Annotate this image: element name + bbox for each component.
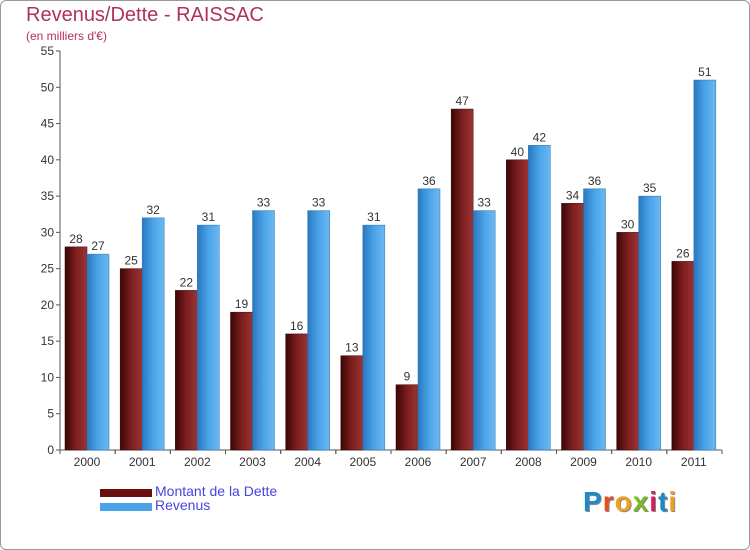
logo-letter: r	[602, 486, 615, 517]
data-label: 22	[180, 275, 194, 289]
data-label: 35	[643, 181, 657, 195]
bar-revenus	[362, 224, 386, 451]
data-label: 33	[477, 196, 491, 210]
data-label: 30	[621, 217, 635, 231]
data-label: 19	[235, 297, 249, 311]
x-tick-label: 2005	[349, 455, 376, 469]
x-tick-label: 2010	[625, 455, 652, 469]
data-label: 36	[588, 174, 602, 188]
data-label: 31	[367, 210, 381, 224]
data-label: 25	[124, 254, 138, 268]
bar-revenus	[307, 210, 330, 451]
bar-revenus	[528, 145, 551, 451]
logo-letter: i	[649, 486, 659, 517]
y-tick-label: 40	[41, 153, 55, 167]
data-label: 47	[455, 94, 469, 108]
x-tick-label: 2002	[184, 455, 211, 469]
bar-dette	[119, 268, 143, 451]
x-tick-label: 2007	[460, 455, 487, 469]
logo-letter: P	[583, 486, 603, 517]
y-tick-label: 5	[47, 407, 54, 421]
bar-dette	[561, 203, 584, 451]
bar-dette	[616, 232, 639, 451]
bar-revenus	[472, 210, 496, 451]
bar-dette	[450, 108, 474, 451]
legend-swatch-dette	[100, 489, 152, 497]
data-label: 27	[91, 239, 105, 253]
y-tick-label: 50	[41, 80, 55, 94]
x-tick-label: 2006	[405, 455, 432, 469]
data-label: 42	[533, 130, 547, 144]
data-label: 16	[290, 319, 304, 333]
y-tick-label: 10	[41, 370, 55, 384]
bar-revenus	[141, 217, 165, 451]
bar-revenus	[417, 188, 441, 451]
logo-letter: t	[658, 486, 669, 517]
logo-letter: o	[614, 486, 633, 517]
y-tick-label: 20	[41, 298, 55, 312]
bar-dette	[671, 261, 695, 451]
bar-dette	[230, 311, 253, 451]
data-label: 28	[69, 232, 83, 246]
y-tick-label: 35	[41, 189, 55, 203]
y-tick-label: 25	[41, 262, 55, 276]
x-tick-label: 2001	[129, 455, 156, 469]
data-label: 33	[257, 196, 271, 210]
legend-label-dette: Montant de la Dette	[155, 483, 278, 499]
x-tick-label: 2003	[239, 455, 266, 469]
y-tick-label: 55	[41, 44, 55, 58]
x-tick-label: 2011	[681, 455, 707, 469]
bar-dette	[64, 246, 88, 451]
bar-revenus	[583, 188, 606, 451]
y-tick-label: 45	[41, 117, 55, 131]
x-tick-label: 2000	[74, 455, 101, 469]
data-label: 31	[202, 210, 216, 224]
data-label: 51	[698, 65, 712, 79]
data-label: 34	[566, 188, 580, 202]
data-label: 9	[404, 370, 411, 384]
bar-revenus	[693, 79, 717, 451]
bar-revenus	[197, 224, 220, 451]
chart-title: Revenus/Dette - RAISSAC	[26, 4, 264, 26]
legend-label-revenus: Revenus	[155, 497, 211, 513]
bar-revenus	[638, 195, 661, 451]
data-label: 36	[422, 174, 436, 188]
data-label: 40	[511, 145, 525, 159]
bar-dette	[506, 159, 529, 451]
legend-swatch-revenus	[100, 503, 152, 511]
data-label: 32	[146, 203, 160, 217]
bar-dette	[285, 333, 308, 451]
bar-revenus	[86, 253, 110, 451]
bar-dette	[175, 290, 198, 451]
logo-letter: i	[668, 486, 678, 517]
logo-letter: x	[632, 486, 650, 517]
data-label: 26	[676, 246, 690, 260]
y-tick-label: 0	[47, 443, 54, 457]
y-tick-label: 30	[41, 225, 55, 239]
x-tick-label: 2008	[515, 455, 542, 469]
x-tick-label: 2009	[570, 455, 597, 469]
bar-revenus	[252, 210, 275, 451]
y-tick-label: 15	[41, 334, 55, 348]
chart-subtitle: (en milliers d'€)	[26, 29, 107, 43]
bar-dette	[395, 384, 419, 451]
data-label: 13	[345, 341, 359, 355]
proxiti-logo: Proxiti	[583, 486, 677, 518]
x-tick-label: 2004	[294, 455, 321, 469]
data-label: 33	[312, 196, 326, 210]
bar-dette	[340, 355, 364, 451]
